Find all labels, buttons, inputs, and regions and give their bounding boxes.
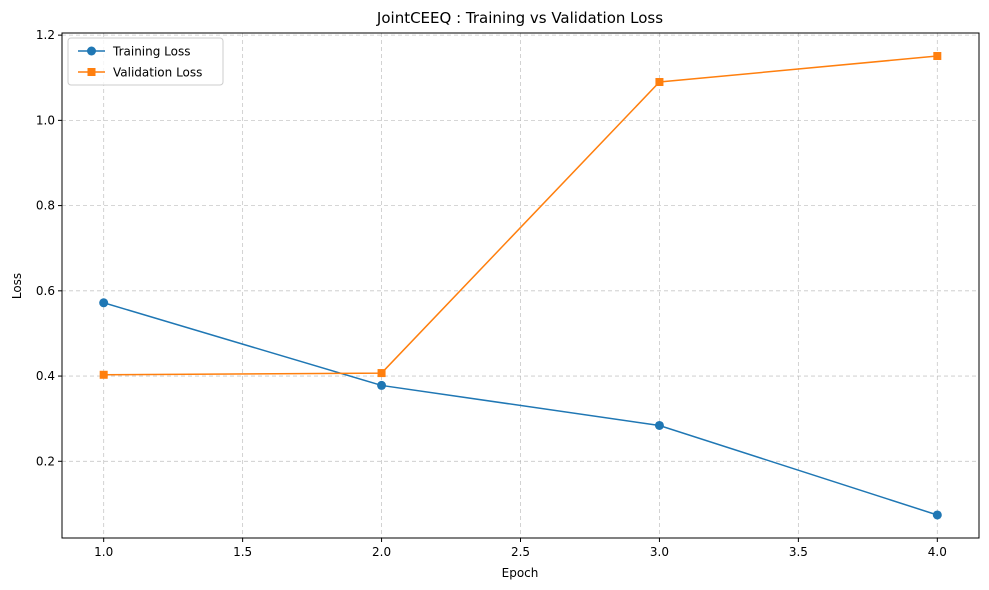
legend: Training Loss Validation Loss xyxy=(67,37,224,86)
y-tick-label: 1.2 xyxy=(36,28,55,42)
legend-marker-training xyxy=(87,46,96,56)
y-tick-label: 0.8 xyxy=(36,199,55,213)
x-tick-label: 1.0 xyxy=(94,545,113,559)
x-tick-label: 2.0 xyxy=(372,545,391,559)
data-point-validation-loss xyxy=(655,78,664,87)
legend-label-validation: Validation Loss xyxy=(113,66,202,80)
legend-box xyxy=(67,37,224,86)
y-axis-label: Loss xyxy=(10,273,24,299)
data-point-validation-loss xyxy=(933,52,942,61)
legend-marker-validation xyxy=(87,68,96,76)
x-tick-label: 2.5 xyxy=(511,545,530,559)
y-tick-label: 0.6 xyxy=(36,284,55,298)
data-point-training-loss xyxy=(377,380,387,390)
series-layer xyxy=(99,52,942,520)
chart-title: JointCEEQ : Training vs Validation Loss xyxy=(376,9,663,27)
y-tick-label: 1.0 xyxy=(36,113,55,127)
data-point-validation-loss xyxy=(99,370,108,379)
grid-lines xyxy=(62,33,979,538)
axis-ticks: 1.0 1.5 2.0 2.5 3.0 3.5 4.0 0.2 0.4 0.6 0.8 1.0 1.2 xyxy=(36,28,947,559)
data-point-training-loss xyxy=(654,420,664,430)
x-tick-label: 3.5 xyxy=(789,545,808,559)
x-tick-label: 3.0 xyxy=(650,545,669,559)
data-point-training-loss xyxy=(932,510,942,520)
y-tick-label: 0.4 xyxy=(36,369,55,383)
x-axis-label: Epoch xyxy=(502,566,539,580)
x-tick-label: 1.5 xyxy=(233,545,252,559)
y-tick-label: 0.2 xyxy=(36,454,55,468)
data-point-validation-loss xyxy=(377,369,386,378)
x-tick-label: 4.0 xyxy=(928,545,947,559)
series-line-training-loss xyxy=(103,302,938,516)
data-point-training-loss xyxy=(99,298,109,308)
legend-label-training: Training Loss xyxy=(112,45,190,59)
series-line-validation-loss xyxy=(103,55,938,376)
